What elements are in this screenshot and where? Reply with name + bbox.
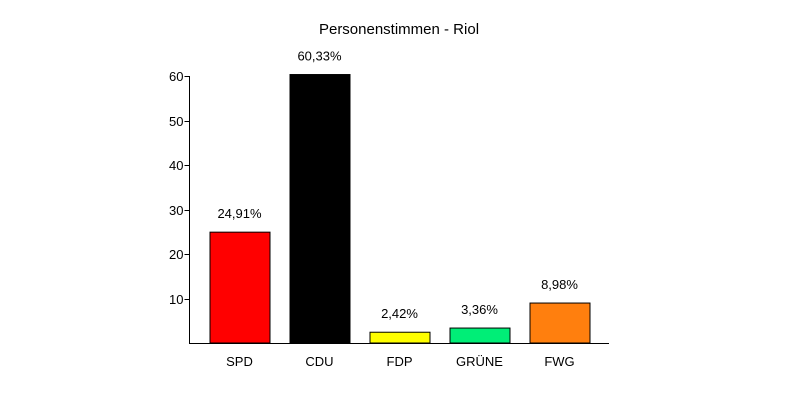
y-tick-label: 50 bbox=[169, 114, 183, 129]
y-tick-label: 40 bbox=[169, 158, 183, 173]
x-category-label: CDU bbox=[305, 354, 333, 369]
chart-title: Personenstimmen - Riol bbox=[319, 21, 479, 38]
x-category-label: FWG bbox=[544, 354, 574, 369]
data-label: 2,42% bbox=[381, 306, 418, 321]
data-label: 24,91% bbox=[217, 206, 262, 221]
y-tick-label: 20 bbox=[169, 247, 183, 262]
x-category-label: FDP bbox=[387, 354, 413, 369]
bar-fwg bbox=[529, 302, 591, 344]
y-tick-label: 60 bbox=[169, 69, 183, 84]
x-category-label: SPD bbox=[226, 354, 253, 369]
data-label: 3,36% bbox=[461, 302, 498, 317]
data-label: 8,98% bbox=[541, 277, 578, 292]
data-label: 60,33% bbox=[297, 49, 342, 64]
y-axis: 10 20 30 40 50 60 bbox=[169, 69, 190, 344]
bar-spd bbox=[209, 231, 271, 344]
bar-grüne bbox=[449, 327, 511, 344]
bars: 24,91% SPD 60,33% CDU 2,42% FDP 3,36% GRÜNE 8,98… bbox=[209, 49, 591, 369]
bar-fdp bbox=[369, 331, 431, 344]
bar-cdu bbox=[289, 74, 351, 344]
y-tick-label: 30 bbox=[169, 203, 183, 218]
y-tick-label: 10 bbox=[169, 292, 183, 307]
x-category-label: GRÜNE bbox=[456, 354, 503, 369]
